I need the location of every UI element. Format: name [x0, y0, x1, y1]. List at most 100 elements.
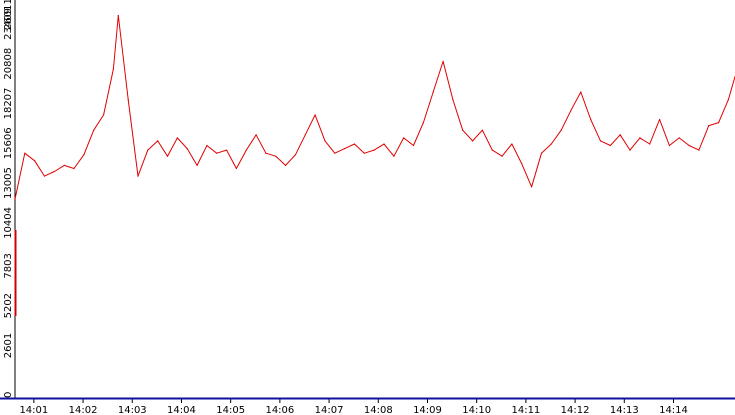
data-point	[609, 144, 612, 147]
data-point	[344, 148, 346, 150]
x-tick-label: 14:14	[659, 405, 688, 415]
x-tick-label: 14:09	[413, 405, 442, 415]
data-point	[373, 149, 375, 151]
y-tick-label: 15606	[3, 127, 14, 159]
data-point	[157, 140, 159, 142]
y-tick-label: 0	[3, 392, 14, 398]
y-tick-label: 2601	[3, 333, 14, 358]
data-point	[363, 152, 365, 154]
data-point	[580, 91, 582, 93]
data-point	[659, 118, 661, 121]
x-tick-label: 14:05	[216, 405, 245, 415]
data-point	[718, 122, 720, 124]
data-point	[34, 160, 36, 162]
data-point	[285, 164, 287, 166]
data-point	[570, 109, 572, 111]
data-point	[334, 152, 336, 154]
data-point	[117, 14, 119, 17]
x-tick-label: 14:08	[364, 405, 393, 415]
data-point	[255, 134, 257, 136]
data-point	[531, 186, 533, 188]
data-point	[226, 149, 228, 151]
data-point	[265, 152, 267, 154]
data-point	[127, 99, 129, 101]
data-point	[481, 129, 483, 131]
x-tick-label: 14:02	[69, 405, 98, 415]
y-tick-label: 26011	[3, 0, 14, 30]
series-points	[14, 14, 735, 200]
x-tick-label: 14:06	[265, 405, 294, 415]
data-point	[521, 163, 523, 165]
data-point	[186, 148, 188, 150]
y-tick-label: 20808	[3, 48, 14, 80]
x-tick-label: 14:03	[118, 405, 147, 415]
data-point	[708, 125, 710, 127]
data-point	[412, 144, 415, 147]
data-point	[314, 114, 316, 116]
x-tick-label: 14:07	[315, 405, 344, 415]
data-point	[294, 154, 297, 156]
y-tick-label: 18207	[3, 88, 14, 120]
data-point	[137, 175, 139, 177]
x-tick-label: 14:12	[561, 405, 590, 415]
data-point	[43, 175, 46, 177]
data-point	[63, 164, 65, 166]
x-axis-ticks: 14:01 14:02 14:03 14:04 14:05 14:06 14:07 14:08…	[19, 399, 688, 415]
data-point	[166, 155, 169, 157]
data-point	[649, 143, 651, 145]
data-point	[678, 137, 680, 139]
data-point	[550, 143, 552, 145]
data-point	[176, 137, 178, 139]
x-tick-label: 14:13	[610, 405, 639, 415]
data-point	[403, 137, 405, 139]
data-point	[422, 122, 424, 124]
data-point	[599, 140, 602, 142]
data-point	[304, 134, 306, 136]
data-point	[324, 140, 326, 142]
y-tick-label: 23409	[3, 8, 14, 40]
x-tick-label: 14:10	[462, 405, 491, 415]
data-point	[206, 144, 208, 147]
data-point	[688, 144, 690, 147]
data-point	[442, 60, 444, 63]
data-point	[393, 155, 395, 157]
data-point	[540, 152, 543, 154]
data-point	[53, 170, 56, 173]
data-point	[103, 114, 105, 116]
y-axis-ticks: 0 2601 5202 7803 10404 13005 15606 18207 20808 23…	[3, 0, 14, 398]
data-point	[590, 118, 592, 121]
x-tick-label: 14:04	[167, 405, 196, 415]
x-tick-label: 14:01	[19, 405, 48, 415]
data-point	[491, 149, 493, 151]
data-point	[668, 144, 671, 147]
data-point	[83, 154, 85, 156]
data-point	[511, 143, 513, 145]
data-point	[432, 91, 434, 93]
data-point	[235, 167, 237, 170]
data-point	[501, 155, 503, 157]
data-point	[73, 167, 75, 170]
data-point	[147, 149, 149, 151]
data-point	[245, 149, 247, 151]
y-tick-label: 5202	[3, 293, 14, 318]
data-point	[619, 134, 621, 136]
x-tick-label: 14:11	[511, 405, 540, 415]
data-point	[639, 137, 641, 139]
data-point	[383, 143, 385, 145]
data-point	[93, 129, 95, 131]
data-point	[462, 129, 464, 131]
data-point	[472, 140, 474, 142]
y-tick-label: 7803	[3, 253, 14, 278]
data-point	[112, 68, 114, 70]
data-point	[698, 149, 700, 151]
data-point	[196, 164, 198, 166]
data-point	[629, 149, 631, 151]
y-tick-label: 10404	[3, 207, 14, 239]
data-point	[14, 198, 16, 200]
data-point	[727, 99, 730, 101]
data-point	[560, 129, 562, 131]
data-point	[452, 99, 454, 101]
y-tick-label: 13005	[3, 167, 14, 199]
